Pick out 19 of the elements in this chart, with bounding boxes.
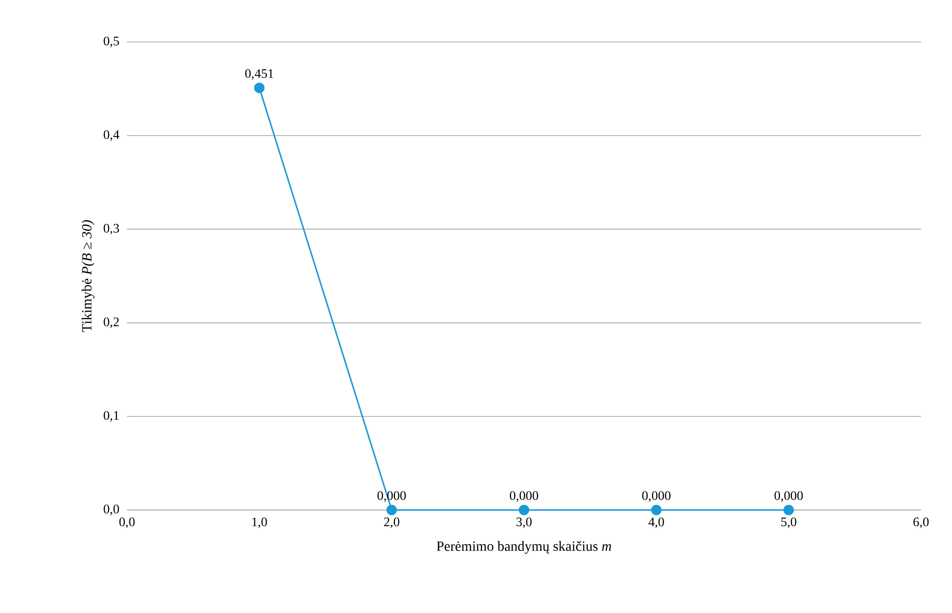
data-label: 0,000 — [774, 491, 803, 502]
x-tick-label: 3,0 — [516, 518, 532, 528]
x-tick-label: 5,0 — [781, 518, 796, 528]
x-axis-title: Perėmimo bandymų skaičius m — [436, 541, 612, 554]
y-tick-label: 0,3 — [104, 224, 119, 235]
y-tick-label: 0,0 — [104, 504, 119, 516]
y-tick-label: 0,2 — [104, 317, 119, 328]
y-tick-label: 0,5 — [104, 36, 119, 48]
data-label: 0,000 — [510, 491, 538, 502]
y-tick-label: 0,4 — [104, 130, 120, 141]
y-tick-label: 0,1 — [104, 411, 119, 422]
x-tick-label: 2,0 — [384, 518, 400, 528]
x-tick-label: 0,0 — [119, 518, 135, 528]
x-tick-label: 1,0 — [252, 518, 267, 528]
data-label: 0,000 — [642, 491, 670, 502]
data-label: 0,451 — [245, 69, 274, 80]
x-tick-label: 4,0 — [648, 518, 664, 528]
y-axis-title: Tikimybė P(B ≥ 30) — [82, 220, 94, 332]
x-tick-label: 6,0 — [913, 518, 929, 528]
